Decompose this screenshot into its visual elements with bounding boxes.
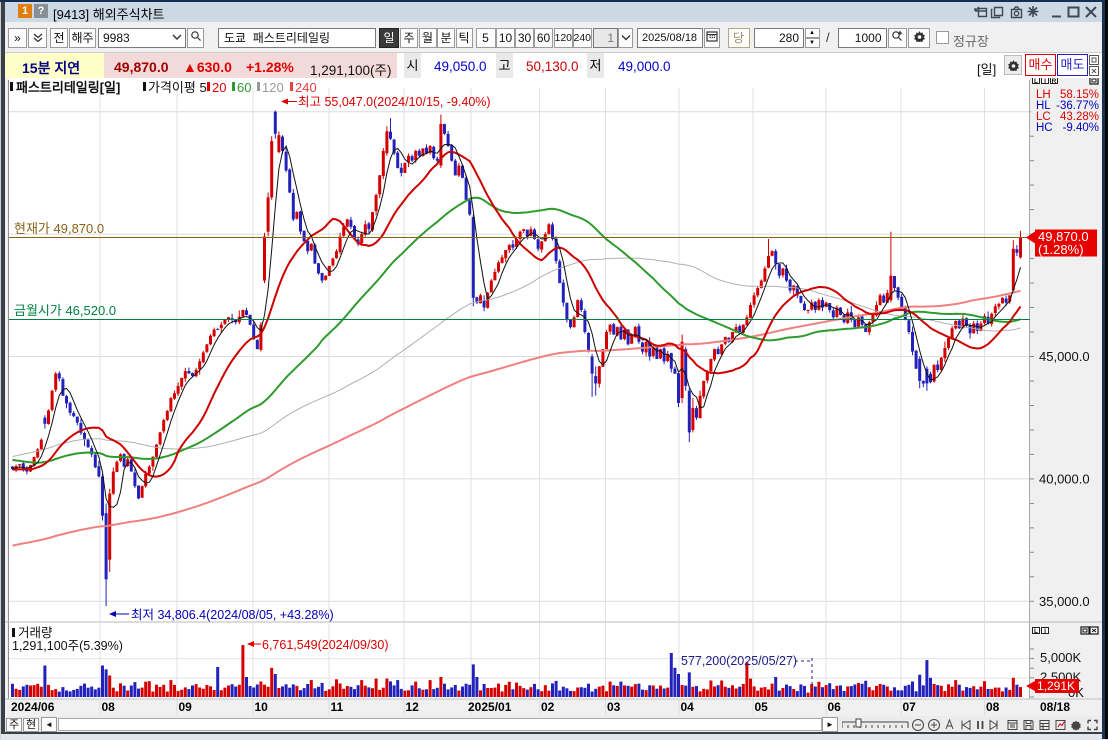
svg-text:거래량: 거래량 [18, 626, 53, 640]
svg-text:05: 05 [755, 700, 769, 714]
svg-text:현재가 49,870.0: 현재가 49,870.0 [14, 221, 104, 236]
svg-text:I: I [1044, 628, 1046, 635]
svg-text:11: 11 [331, 700, 344, 714]
svg-text:금월시가 46,520.0: 금월시가 46,520.0 [14, 303, 116, 318]
svg-text:577,200(2025/05/27): 577,200(2025/05/27) [681, 654, 797, 668]
svg-text:패스트리테일링[일]: 패스트리테일링[일] [16, 80, 120, 95]
svg-text:43.28%: 43.28% [1060, 111, 1099, 123]
svg-text:04: 04 [681, 700, 695, 714]
svg-text:최고 55,047.0(2024/10/15, -9.40%: 최고 55,047.0(2024/10/15, -9.40%) [298, 95, 491, 109]
svg-text:07: 07 [903, 700, 917, 714]
svg-text:20: 20 [212, 80, 226, 95]
svg-text:02: 02 [541, 700, 555, 714]
svg-text:08: 08 [986, 700, 1000, 714]
svg-text:1,291K: 1,291K [1037, 679, 1075, 693]
svg-text:08/18: 08/18 [1040, 700, 1070, 714]
svg-text:12: 12 [406, 700, 420, 714]
svg-text:06: 06 [828, 700, 842, 714]
svg-text:L: L [1034, 78, 1038, 85]
svg-text:1,291,100주(5.39%): 1,291,100주(5.39%) [12, 639, 123, 653]
svg-text:I: I [1044, 78, 1046, 85]
svg-text:03: 03 [607, 700, 621, 714]
svg-text:60: 60 [237, 80, 251, 95]
svg-text:-36.77%: -36.77% [1056, 100, 1099, 112]
svg-text:6,761,549(2024/09/30): 6,761,549(2024/09/30) [262, 638, 389, 652]
svg-text:최저 34,806.4(2024/08/05, +43.28: 최저 34,806.4(2024/08/05, +43.28%) [131, 608, 334, 622]
svg-text:HC: HC [1036, 122, 1053, 134]
svg-text:35,000.0: 35,000.0 [1039, 594, 1090, 609]
svg-text:(1.28%): (1.28%) [1038, 242, 1084, 257]
svg-text:-9.40%: -9.40% [1063, 122, 1099, 134]
svg-text:10: 10 [255, 700, 269, 714]
svg-text:240: 240 [295, 80, 317, 95]
svg-text:2025/01: 2025/01 [468, 700, 512, 714]
svg-text:LH: LH [1036, 89, 1051, 101]
svg-text:HL: HL [1036, 100, 1051, 112]
svg-text:5,000K: 5,000K [1040, 650, 1082, 665]
svg-text:58.15%: 58.15% [1060, 89, 1099, 101]
svg-text:가격이평 5: 가격이평 5 [148, 80, 207, 95]
svg-text:40,000.0: 40,000.0 [1039, 471, 1090, 486]
svg-text:120: 120 [262, 80, 284, 95]
svg-text:LC: LC [1036, 111, 1051, 123]
svg-text:09: 09 [179, 700, 193, 714]
svg-text:08: 08 [102, 700, 116, 714]
svg-text:R: R [1052, 78, 1057, 85]
svg-text:45,000.0: 45,000.0 [1039, 349, 1090, 364]
svg-text:49,870.0: 49,870.0 [1038, 229, 1089, 244]
svg-text:L: L [1034, 628, 1038, 635]
svg-text:2024/06: 2024/06 [11, 700, 55, 714]
